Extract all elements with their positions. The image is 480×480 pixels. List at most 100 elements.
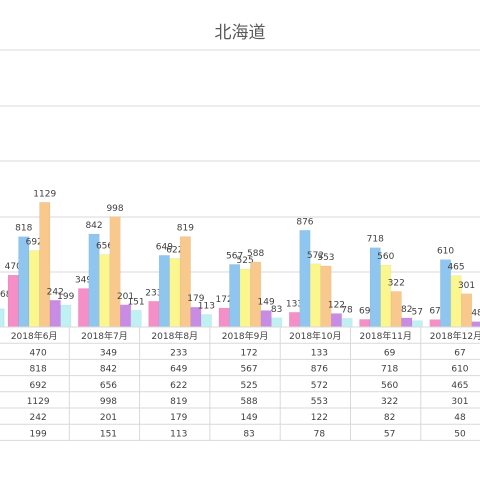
table-cell: 465 bbox=[451, 381, 468, 391]
bar bbox=[239, 268, 251, 328]
x-tick-label: 2018年12月 bbox=[430, 330, 480, 342]
bar bbox=[28, 250, 40, 328]
x-tick-label: 2018年7月 bbox=[81, 330, 128, 342]
data-label: 560 bbox=[377, 252, 394, 262]
data-label: 57 bbox=[412, 308, 423, 318]
bar bbox=[60, 304, 72, 328]
bar bbox=[49, 300, 61, 328]
bar bbox=[401, 317, 413, 328]
bar bbox=[309, 263, 321, 328]
data-label: 525 bbox=[237, 256, 254, 266]
bar bbox=[341, 318, 353, 328]
data-label: 322 bbox=[388, 278, 405, 288]
table-cell: 842 bbox=[100, 365, 117, 375]
bar bbox=[169, 258, 181, 328]
table-cell: 649 bbox=[170, 365, 187, 375]
x-tick-label: 2018年11月 bbox=[359, 330, 411, 342]
data-label: 69 bbox=[359, 306, 371, 316]
bar bbox=[271, 317, 283, 328]
data-label: 133 bbox=[286, 299, 303, 309]
data-label: 113 bbox=[198, 302, 215, 312]
table-cell: 525 bbox=[240, 381, 257, 391]
table-cell: 560 bbox=[381, 381, 398, 391]
table-cell: 553 bbox=[311, 397, 328, 407]
data-label: 819 bbox=[177, 224, 194, 234]
table-cell: 199 bbox=[30, 429, 47, 439]
table-cell: 67 bbox=[454, 348, 465, 358]
bar bbox=[78, 288, 90, 328]
bar bbox=[99, 254, 111, 328]
data-label: 649 bbox=[156, 242, 173, 252]
data-label: 199 bbox=[57, 292, 74, 302]
table-cell: 998 bbox=[100, 397, 117, 407]
table-cell: 50 bbox=[454, 429, 466, 439]
x-tick-label: 2018年10月 bbox=[289, 330, 341, 342]
bar bbox=[288, 312, 300, 328]
data-label: 470 bbox=[5, 262, 22, 272]
bar bbox=[330, 313, 342, 328]
bar bbox=[299, 230, 311, 328]
data-label: 242 bbox=[47, 287, 64, 297]
table-cell: 876 bbox=[311, 365, 328, 375]
bar-partial bbox=[0, 308, 5, 328]
data-label: 656 bbox=[96, 242, 113, 252]
bar bbox=[7, 274, 19, 328]
bar bbox=[158, 255, 170, 328]
table-cell: 301 bbox=[451, 397, 468, 407]
table-cell: 122 bbox=[311, 413, 328, 423]
table-cell: 69 bbox=[384, 348, 396, 358]
table-cell: 322 bbox=[381, 397, 398, 407]
data-label: 818 bbox=[15, 224, 32, 234]
data-label: 692 bbox=[26, 238, 43, 248]
bar bbox=[260, 310, 272, 328]
bar bbox=[380, 264, 392, 328]
data-label: 610 bbox=[437, 247, 454, 257]
table-cell: 78 bbox=[314, 429, 326, 439]
table-cell: 149 bbox=[240, 413, 257, 423]
data-label: 201 bbox=[117, 292, 134, 302]
table-cell: 48 bbox=[454, 413, 466, 423]
data-label: 622 bbox=[166, 245, 183, 255]
table-cell: 818 bbox=[30, 365, 47, 375]
data-label: 553 bbox=[317, 253, 334, 263]
bar bbox=[120, 304, 132, 328]
table-cell: 572 bbox=[311, 381, 328, 391]
bar bbox=[390, 291, 402, 328]
table-cell: 718 bbox=[381, 365, 398, 375]
data-label: 465 bbox=[447, 263, 464, 273]
table-cell: 470 bbox=[30, 348, 47, 358]
bar bbox=[320, 265, 332, 328]
table-cell: 622 bbox=[170, 381, 187, 391]
bar bbox=[218, 307, 230, 328]
data-label: 83 bbox=[271, 305, 282, 315]
bar bbox=[429, 319, 441, 328]
table-cell: 233 bbox=[170, 348, 187, 358]
table-cell: 588 bbox=[240, 397, 257, 407]
bar bbox=[179, 236, 191, 328]
table-cell: 151 bbox=[100, 429, 117, 439]
chart-title: 北海道 bbox=[214, 23, 266, 43]
table-cell: 819 bbox=[170, 397, 187, 407]
data-label: 151 bbox=[127, 297, 144, 307]
table-cell: 57 bbox=[384, 429, 395, 439]
bar bbox=[229, 264, 241, 328]
table-cell: 1129 bbox=[27, 397, 50, 407]
table-cell: 610 bbox=[451, 365, 468, 375]
bar bbox=[148, 301, 160, 328]
x-tick-label: 2018年8月 bbox=[151, 330, 198, 342]
table-cell: 349 bbox=[100, 348, 117, 358]
bar bbox=[411, 320, 423, 328]
table-cell: 179 bbox=[170, 413, 187, 423]
data-label: 1129 bbox=[33, 189, 56, 199]
data-label: 349 bbox=[75, 275, 92, 285]
data-label: 842 bbox=[85, 221, 102, 231]
bar bbox=[130, 310, 142, 328]
table-cell: 567 bbox=[240, 365, 257, 375]
bar bbox=[461, 293, 473, 328]
table-cell: 692 bbox=[30, 381, 47, 391]
data-label: 48 bbox=[471, 309, 480, 319]
data-label: 67 bbox=[429, 307, 440, 317]
bar bbox=[471, 321, 480, 328]
x-tick-label: 2018年9月 bbox=[222, 330, 269, 342]
